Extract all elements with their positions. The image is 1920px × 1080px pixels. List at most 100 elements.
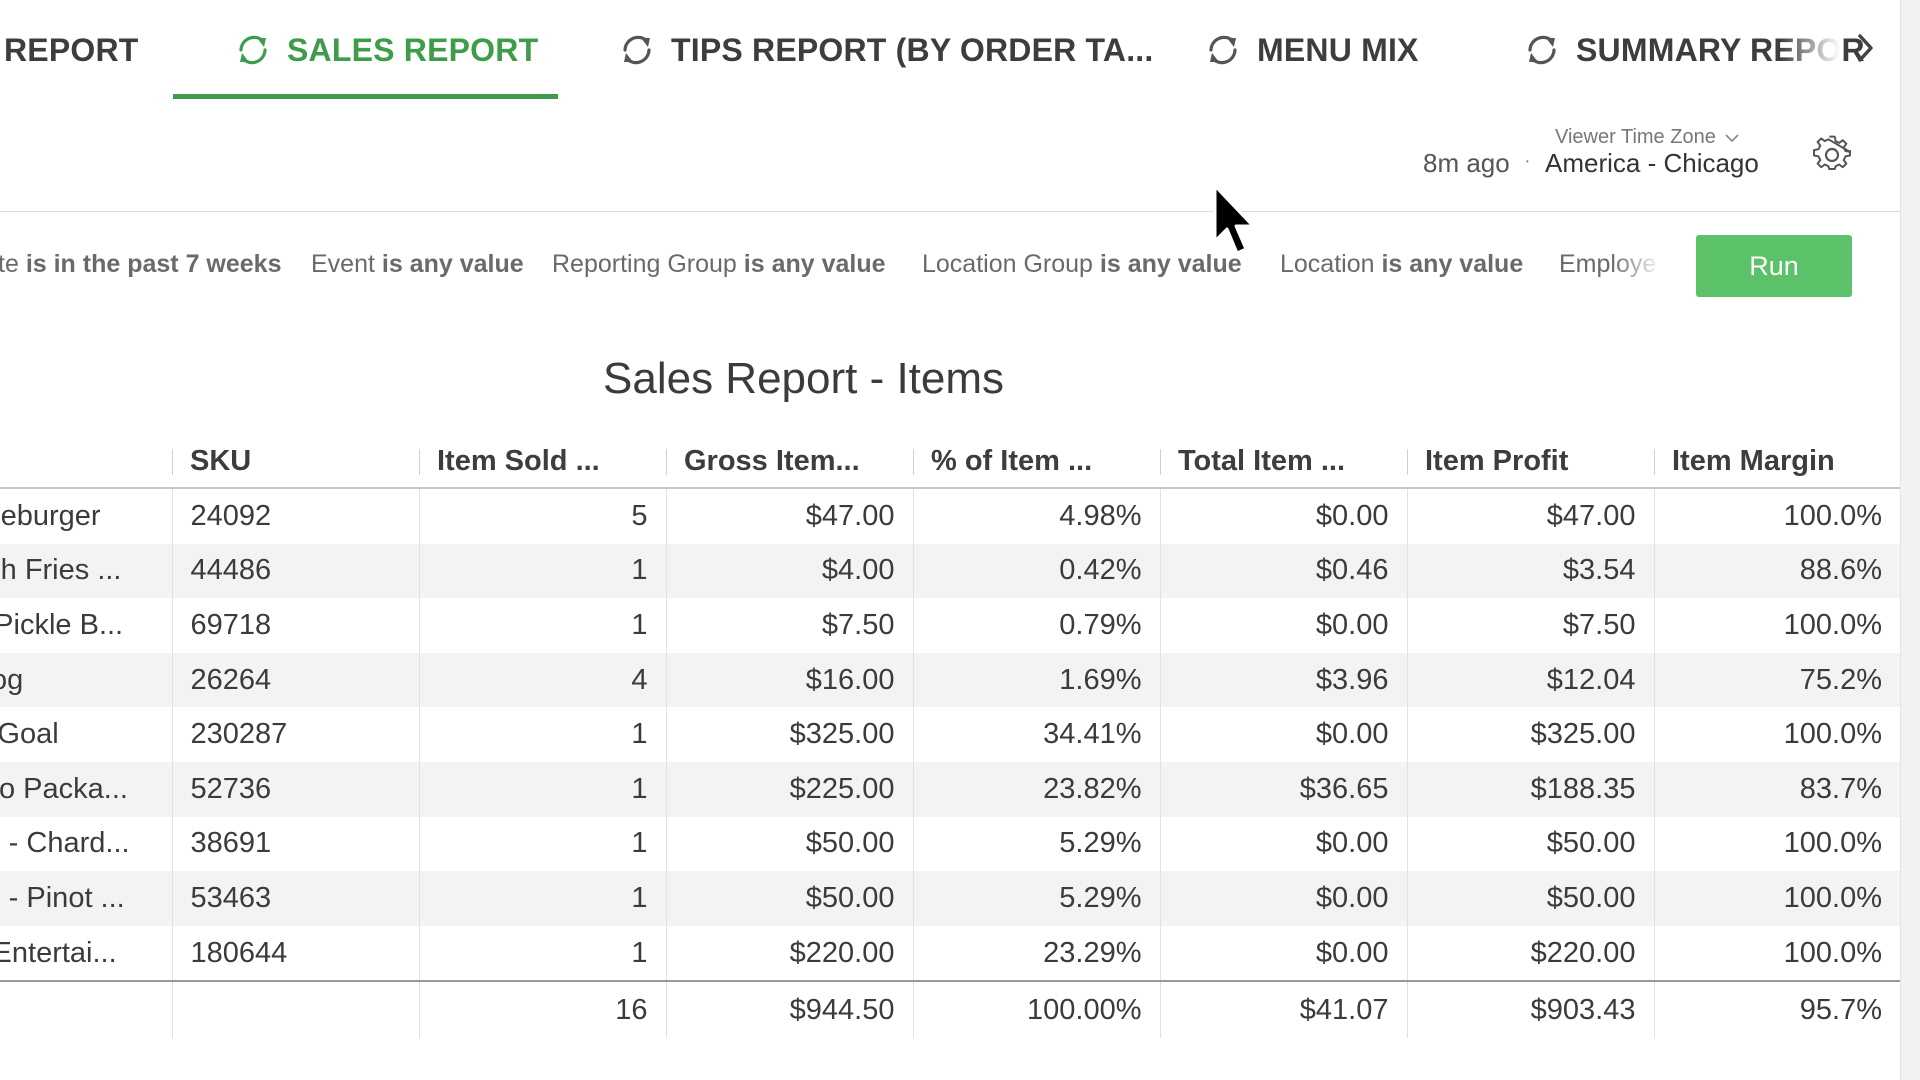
table-cell: & Goal bbox=[0, 718, 59, 751]
table-cell: tle - Chard... bbox=[0, 827, 130, 860]
table-cell: $0.00 bbox=[1159, 816, 1407, 872]
table-cell: $0.00 bbox=[1159, 925, 1407, 983]
table-cell: 1 bbox=[418, 543, 666, 599]
column-header-item[interactable]: n bbox=[0, 435, 172, 489]
table-cell: $36.65 bbox=[1159, 761, 1407, 817]
table-cell: 1 bbox=[418, 761, 666, 817]
timezone-selector[interactable]: Viewer Time Zone bbox=[1555, 126, 1740, 149]
header-divider bbox=[0, 211, 1900, 212]
table-cell: $50.00 bbox=[665, 816, 913, 872]
table-cell: 5 bbox=[418, 488, 666, 544]
table-row[interactable]: Pro Packa...527361$225.0023.82%$36.65$18… bbox=[0, 761, 1900, 817]
table-cell: 75.2% bbox=[1653, 652, 1900, 708]
table-cell: 100.00% bbox=[912, 981, 1160, 1039]
table-cell: $0.00 bbox=[1159, 871, 1407, 926]
table-cell: $7.50 bbox=[665, 598, 913, 653]
table-cell: 38691 bbox=[171, 816, 419, 872]
table-row[interactable]: d Pickle B...697181$7.500.79%$0.00$7.501… bbox=[0, 598, 1900, 653]
column-header-gross-item[interactable]: Gross Item... bbox=[666, 435, 913, 489]
table-cell: 4 bbox=[418, 652, 666, 708]
table-row[interactable]: tle - Chard...386911$50.005.29%$0.00$50.… bbox=[0, 816, 1900, 872]
column-header-item-sold[interactable]: Item Sold ... bbox=[419, 435, 666, 489]
filter-location[interactable]: Location is any value bbox=[1280, 250, 1524, 278]
table-cell: 100.0% bbox=[1653, 925, 1900, 983]
table-cell: 1 bbox=[418, 871, 666, 926]
table-cell: 1.69% bbox=[912, 652, 1160, 708]
table-row[interactable]: & Goal2302871$325.0034.41%$0.00$325.0010… bbox=[0, 707, 1900, 762]
table-cell: $0.00 bbox=[1159, 598, 1407, 653]
refresh-icon bbox=[1203, 30, 1243, 70]
table-cell: nch Fries ... bbox=[0, 543, 172, 599]
gear-icon[interactable] bbox=[1812, 135, 1852, 175]
table-cell: Pro Packa... bbox=[0, 761, 172, 817]
table-cell bbox=[0, 981, 172, 1038]
table-cell: 34.41% bbox=[912, 707, 1160, 762]
filter-bar: te is in the past 7 weeks Event is any v… bbox=[0, 246, 1662, 286]
table-cell: $50.00 bbox=[1406, 871, 1654, 926]
table-cell: 23.82% bbox=[912, 761, 1160, 817]
table-cell: 1 bbox=[418, 816, 666, 872]
table-cell: 1 bbox=[418, 598, 666, 653]
table-cell: 230287 bbox=[171, 707, 419, 762]
table-cell: 52736 bbox=[171, 761, 419, 817]
table-cell: $0.46 bbox=[1159, 543, 1407, 599]
table-header-row: n SKU Item Sold ... Gross Item... % of I… bbox=[0, 435, 1900, 489]
report-title: Sales Report - Items bbox=[603, 354, 1005, 403]
tab-menu-mix[interactable]: MENU MIX bbox=[1203, 0, 1419, 100]
column-header-percent-of-item[interactable]: % of Item ... bbox=[913, 435, 1160, 489]
column-header-sku[interactable]: SKU bbox=[172, 435, 419, 489]
table-row[interactable]: tle - Pinot ...534631$50.005.29%$0.00$50… bbox=[0, 871, 1900, 926]
column-header-item-margin[interactable]: Item Margin bbox=[1654, 435, 1900, 489]
table-cell: 5.29% bbox=[912, 871, 1160, 926]
chevron-right-icon[interactable] bbox=[1848, 28, 1884, 68]
table-cell: 180644 bbox=[171, 925, 419, 983]
table-cell: $944.50 bbox=[665, 981, 913, 1039]
table-cell: 24092 bbox=[171, 488, 419, 544]
table-cell: 100.0% bbox=[1653, 488, 1900, 544]
filter-event[interactable]: Event is any value bbox=[311, 250, 524, 278]
tab-overflow-fade bbox=[1780, 20, 1840, 80]
table-cell: $225.00 bbox=[665, 761, 913, 817]
refresh-icon bbox=[233, 30, 273, 70]
page-scrollbar[interactable] bbox=[1900, 0, 1920, 1080]
last-updated-text: 8m ago bbox=[1423, 148, 1510, 178]
table-cell: $3.54 bbox=[1406, 543, 1654, 599]
filter-location-group[interactable]: Location Group is any value bbox=[922, 250, 1242, 278]
column-header-item-profit[interactable]: Item Profit bbox=[1407, 435, 1654, 489]
table-cell: 44486 bbox=[171, 543, 419, 599]
table-cell: $50.00 bbox=[1406, 816, 1654, 872]
table-row[interactable]: eseburger240925$47.004.98%$0.00$47.00100… bbox=[0, 488, 1900, 544]
table-cell: 4.98% bbox=[912, 488, 1160, 544]
timezone-value[interactable]: America - Chicago bbox=[1545, 148, 1759, 178]
column-header-total-item[interactable]: Total Item ... bbox=[1160, 435, 1407, 489]
tab-tips-report[interactable]: TIPS REPORT (BY ORDER TA... bbox=[617, 0, 1153, 100]
table-totals-row: 16 $944.50 100.00% $41.07 $903.43 95.7% bbox=[0, 981, 1900, 1039]
timezone-label: Viewer Time Zone bbox=[1555, 126, 1716, 148]
report-tab-bar: REPORT SALES REPORT TIPS REPORT (BY ORDE… bbox=[0, 0, 1900, 100]
table-cell: $3.96 bbox=[1159, 652, 1407, 708]
table-cell: y Entertai... bbox=[0, 925, 172, 983]
filter-date[interactable]: te is in the past 7 weeks bbox=[0, 250, 282, 278]
table-cell: 100.0% bbox=[1653, 816, 1900, 872]
mouse-cursor-icon bbox=[1213, 184, 1255, 255]
table-cell: $41.07 bbox=[1159, 981, 1407, 1039]
table-cell: 23.29% bbox=[912, 925, 1160, 983]
table-cell: $220.00 bbox=[1406, 925, 1654, 983]
table-cell: 1 bbox=[418, 707, 666, 762]
table-cell: Dog bbox=[0, 652, 172, 708]
filter-reporting-group[interactable]: Reporting Group is any value bbox=[552, 250, 886, 278]
table-row[interactable]: nch Fries ...444861$4.000.42%$0.46$3.548… bbox=[0, 543, 1900, 599]
table-cell: $47.00 bbox=[1406, 488, 1654, 544]
table-cell: $50.00 bbox=[665, 871, 913, 926]
table-cell: $903.43 bbox=[1406, 981, 1654, 1039]
table-cell: $325.00 bbox=[1406, 707, 1654, 762]
table-cell: $188.35 bbox=[1406, 761, 1654, 817]
table-row[interactable]: y Entertai...1806441$220.0023.29%$0.00$2… bbox=[0, 925, 1900, 983]
table-cell: $0.00 bbox=[1159, 707, 1407, 762]
table-cell: 1 bbox=[418, 925, 666, 983]
run-button[interactable]: Run bbox=[1696, 235, 1852, 297]
tab-sales-report[interactable]: SALES REPORT bbox=[233, 0, 538, 100]
table-cell: 53463 bbox=[171, 871, 419, 926]
tab-report[interactable]: REPORT bbox=[4, 31, 139, 68]
